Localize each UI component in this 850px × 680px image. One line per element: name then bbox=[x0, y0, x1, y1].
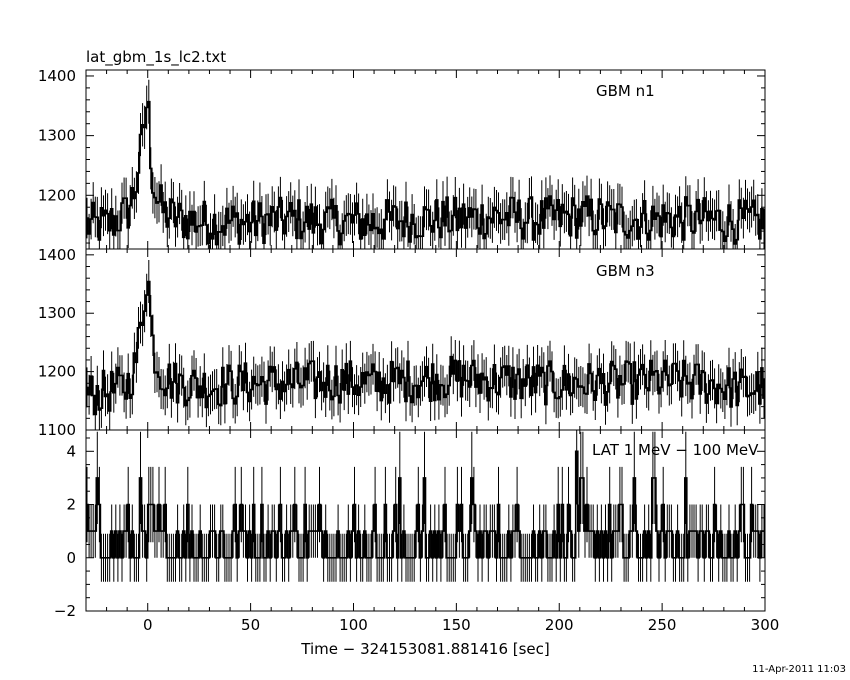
series-label: GBM n1 bbox=[596, 82, 655, 100]
series-data bbox=[86, 79, 765, 249]
series-label: GBM n3 bbox=[596, 262, 655, 280]
rate-histogram bbox=[86, 100, 765, 246]
x-tick-label: 50 bbox=[241, 616, 260, 634]
panel-3: −2 0 2 4 0 50 100 150 200 250 300 Time − 324153081.… bbox=[54, 429, 780, 658]
panel-1: 1200 1300 1400 GBM n1 bbox=[38, 67, 766, 250]
rate-histogram bbox=[86, 450, 765, 559]
x-tick-label: 200 bbox=[545, 616, 574, 634]
file-title: lat_gbm_1s_lc2.txt bbox=[86, 48, 226, 67]
x-tick-label: 150 bbox=[442, 616, 471, 634]
panel-2: 1100 1200 1300 1400 GBM n3 bbox=[38, 246, 766, 439]
series-label: LAT 1 MeV − 100 MeV bbox=[592, 441, 759, 459]
x-tick-label: 100 bbox=[339, 616, 368, 634]
series-data bbox=[86, 430, 765, 582]
y-tick-label: 1200 bbox=[38, 186, 76, 204]
y-tick-label: 1300 bbox=[38, 127, 76, 145]
y-tick-label: 1300 bbox=[38, 304, 76, 322]
timestamp: 11-Apr-2011 11:03 bbox=[752, 664, 846, 675]
y-tick-label: 1100 bbox=[38, 421, 76, 439]
x-axis-label: Time − 324153081.881416 [sec] bbox=[300, 640, 550, 658]
y-tick-label: 2 bbox=[66, 496, 76, 514]
x-tick-label: 0 bbox=[143, 616, 153, 634]
x-tick-label: 250 bbox=[648, 616, 677, 634]
x-tick-label: 300 bbox=[751, 616, 780, 634]
y-tick-label: 1200 bbox=[38, 363, 76, 381]
panels: 1200 1300 1400 GBM n1 1100 1200 1300 1400 GBM n3… bbox=[38, 67, 780, 658]
y-tick-label: −2 bbox=[54, 602, 76, 620]
y-tick-label: 1400 bbox=[38, 67, 76, 85]
series-data bbox=[86, 260, 765, 430]
y-tick-label: 4 bbox=[66, 442, 76, 460]
rate-histogram bbox=[86, 280, 765, 416]
y-tick-label: 1400 bbox=[38, 246, 76, 264]
error-bars bbox=[86, 260, 765, 430]
panel-frame bbox=[85, 429, 766, 612]
y-tick-label: 0 bbox=[66, 549, 76, 567]
